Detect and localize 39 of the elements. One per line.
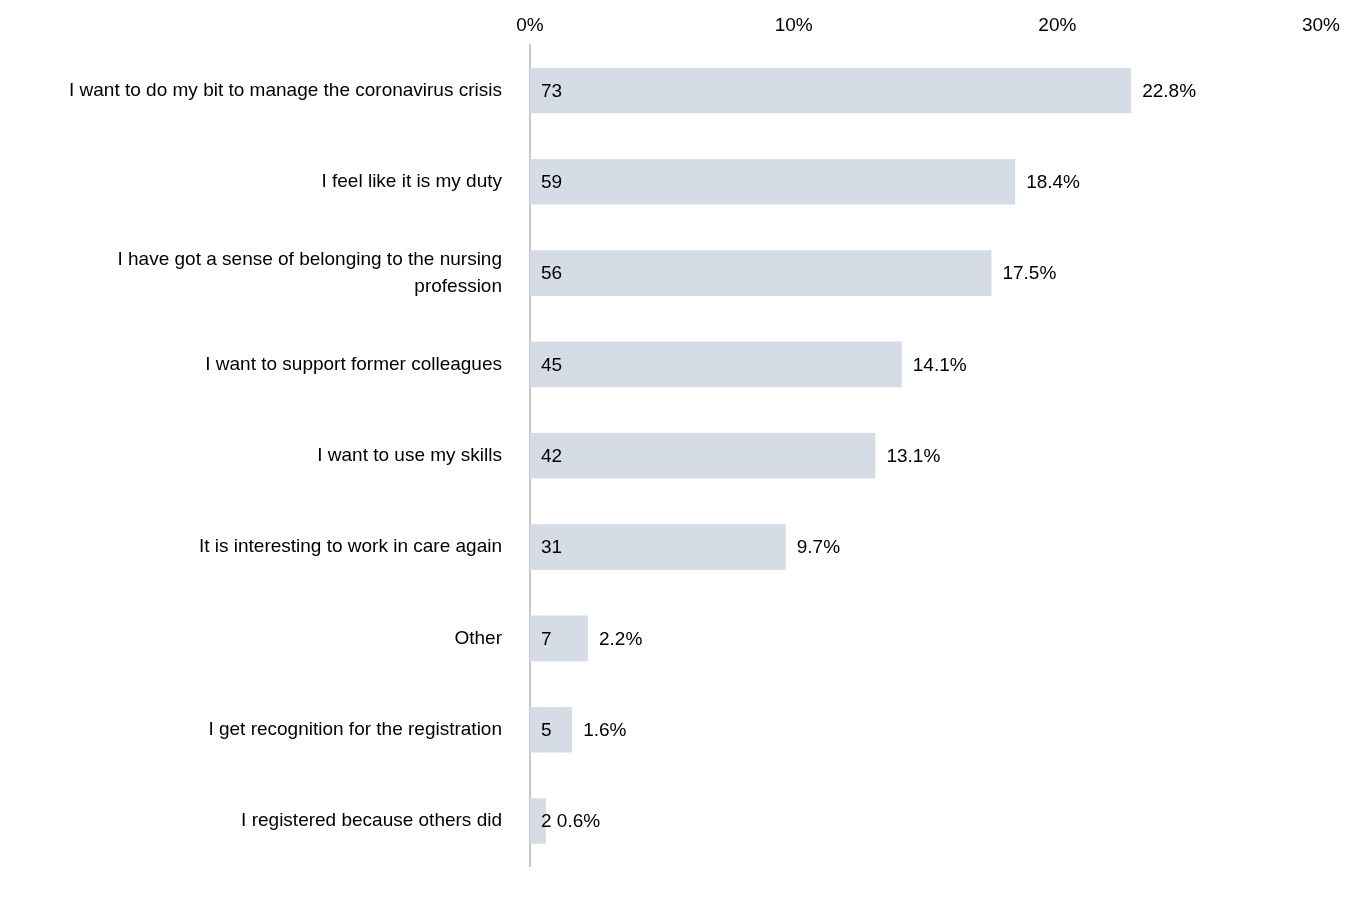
data-label: 9.7% xyxy=(796,536,841,558)
annotation: 2 xyxy=(541,810,552,832)
data-label: 18.4% xyxy=(1026,171,1081,193)
y-tick-label: I want to use my skills xyxy=(317,443,502,465)
data-label: 17.5% xyxy=(1002,262,1057,284)
x-tick-label: 30% xyxy=(1301,13,1341,35)
annotation: 73 xyxy=(541,79,563,101)
annotation: 5 xyxy=(541,718,552,740)
annotation: 31 xyxy=(541,536,563,558)
annotation: 7 xyxy=(541,627,552,649)
y-tick-label: I have got a sense of belonging to the nursing profession xyxy=(117,248,502,296)
data-label: 13.1% xyxy=(886,444,941,466)
y-tick-label: I registered because others did xyxy=(241,809,502,831)
y-tick-label: I want to do my bit to manage the coronavirus crisis xyxy=(69,78,502,100)
bar xyxy=(530,341,902,388)
bar xyxy=(530,706,573,753)
data-label: 0.6% xyxy=(556,810,601,832)
y-tick-label: I get recognition for the registration xyxy=(208,717,502,739)
annotation: 59 xyxy=(541,171,563,193)
data-label: 14.1% xyxy=(912,353,967,375)
y-tick-label: I want to support former colleagues xyxy=(205,352,502,374)
annotation: 56 xyxy=(541,262,563,284)
y-tick-label: It is interesting to work in care again xyxy=(198,535,502,557)
x-tick-label: 0% xyxy=(516,13,544,35)
annotation: 42 xyxy=(541,444,563,466)
annotation: 45 xyxy=(541,353,563,375)
x-tick-label: 10% xyxy=(774,13,813,35)
y-tick-label: Other xyxy=(454,626,503,648)
bar xyxy=(530,250,992,296)
data-label: 1.6% xyxy=(583,718,627,740)
bar xyxy=(530,615,589,662)
bar xyxy=(530,158,1016,205)
bar xyxy=(530,432,876,479)
data-label: 22.8% xyxy=(1142,79,1197,101)
y-tick-label: I feel like it is my duty xyxy=(321,170,503,192)
data-label: 2.2% xyxy=(599,627,643,649)
bar xyxy=(530,67,1132,114)
bar xyxy=(530,524,786,570)
x-tick-label: 20% xyxy=(1038,13,1077,35)
